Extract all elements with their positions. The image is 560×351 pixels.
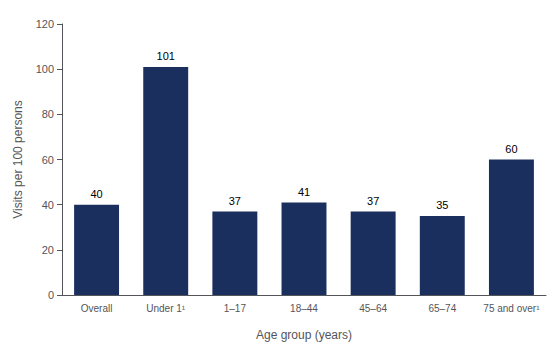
svg-text:41: 41	[298, 186, 310, 198]
svg-text:60: 60	[42, 154, 54, 166]
svg-text:Visits per 100 persons: Visits per 100 persons	[11, 100, 25, 219]
svg-text:120: 120	[36, 18, 54, 30]
svg-text:40: 40	[90, 188, 102, 200]
svg-text:45–64: 45–64	[359, 303, 387, 314]
svg-text:Overall: Overall	[81, 303, 113, 314]
svg-text:Under 1¹: Under 1¹	[146, 303, 186, 314]
svg-text:40: 40	[42, 199, 54, 211]
svg-text:100: 100	[36, 63, 54, 75]
svg-text:37: 37	[367, 195, 379, 207]
svg-text:75 and over¹: 75 and over¹	[483, 303, 540, 314]
svg-text:Age group (years): Age group (years)	[256, 328, 352, 342]
svg-text:20: 20	[42, 244, 54, 256]
svg-text:80: 80	[42, 108, 54, 120]
svg-text:1–17: 1–17	[224, 303, 247, 314]
svg-text:65–74: 65–74	[428, 303, 456, 314]
svg-text:37: 37	[229, 195, 241, 207]
svg-text:18–44: 18–44	[290, 303, 318, 314]
svg-text:60: 60	[505, 143, 517, 155]
svg-text:101: 101	[157, 50, 175, 62]
svg-text:0: 0	[48, 289, 54, 301]
svg-text:35: 35	[436, 199, 448, 211]
